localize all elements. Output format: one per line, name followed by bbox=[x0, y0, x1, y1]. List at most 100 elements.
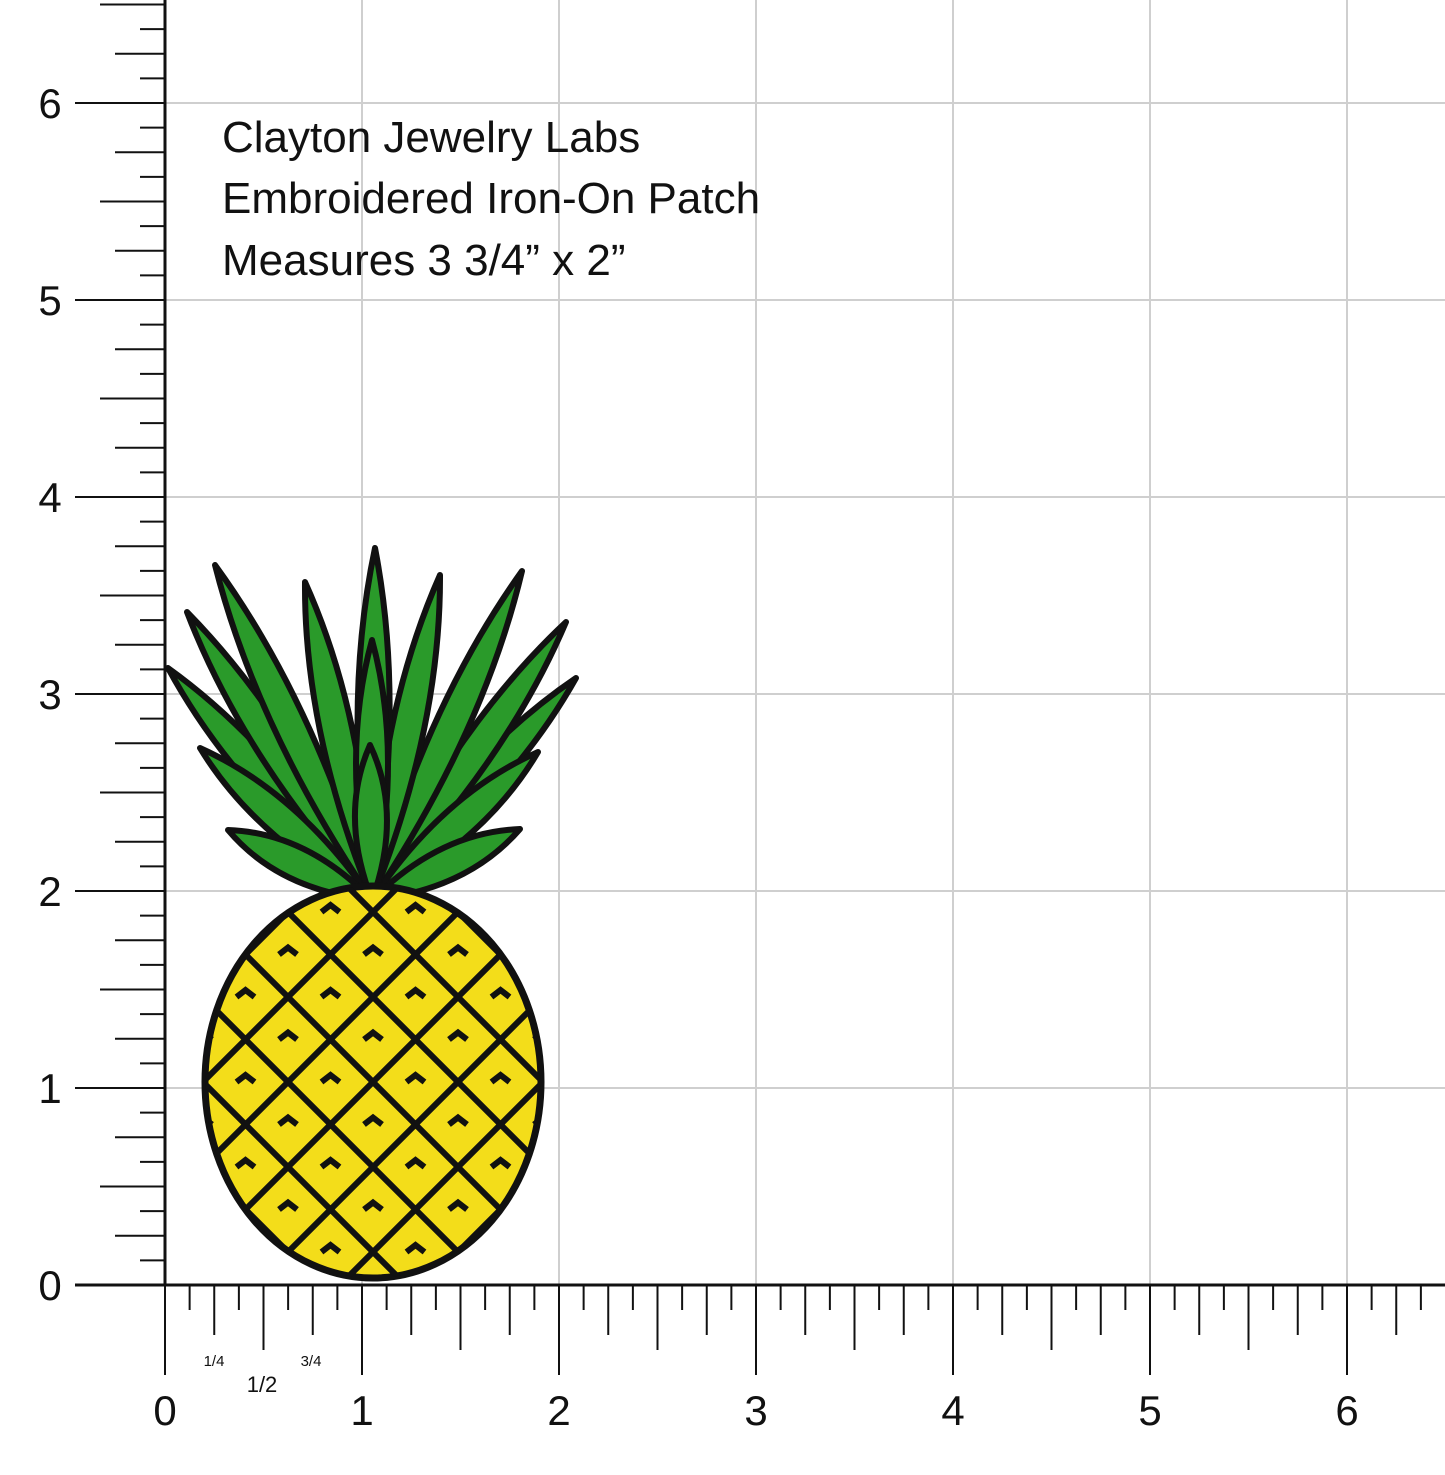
pattern-dot bbox=[404, 901, 427, 915]
leaf bbox=[369, 826, 523, 903]
pineapple-pattern bbox=[0, 832, 1303, 1465]
leaf bbox=[225, 827, 375, 903]
pattern-dot bbox=[489, 1241, 512, 1255]
pattern-dot bbox=[234, 1241, 257, 1255]
caption-line: Embroidered Iron-On Patch bbox=[222, 174, 760, 223]
pattern-dot bbox=[489, 1071, 512, 1085]
pattern-dot bbox=[577, 1245, 595, 1252]
fraction-label: 3/4 bbox=[301, 1353, 322, 1370]
pattern-dot bbox=[577, 1160, 595, 1167]
pattern-dot bbox=[362, 943, 384, 957]
y-label: 4 bbox=[38, 474, 61, 521]
leaves bbox=[165, 545, 579, 903]
pattern-dot bbox=[277, 943, 299, 957]
pattern-dot bbox=[577, 990, 595, 997]
pattern-dot bbox=[489, 986, 512, 1000]
pattern-dot bbox=[447, 943, 469, 957]
pattern-dot bbox=[67, 1075, 85, 1082]
y-label: 6 bbox=[38, 80, 61, 127]
pattern-dot bbox=[67, 1160, 85, 1167]
pattern-dot bbox=[362, 1113, 384, 1127]
pattern-dot bbox=[447, 1113, 469, 1127]
pattern-dot bbox=[362, 1028, 384, 1042]
pattern-dot bbox=[447, 1028, 469, 1042]
pattern-dot bbox=[532, 1113, 541, 1127]
pattern-line bbox=[205, 886, 371, 1278]
y-label: 2 bbox=[38, 868, 61, 915]
y-label: 0 bbox=[38, 1262, 61, 1309]
pattern-dot bbox=[449, 1288, 467, 1295]
pattern-dot bbox=[234, 1071, 257, 1085]
pattern-dot bbox=[277, 1198, 299, 1212]
pattern-dot bbox=[24, 1118, 42, 1125]
pattern-line bbox=[803, 832, 1303, 1332]
pattern-dot bbox=[152, 1075, 170, 1082]
pattern-dot bbox=[322, 1330, 340, 1337]
pattern-dot bbox=[194, 1288, 212, 1295]
x-label: 0 bbox=[153, 1387, 176, 1434]
pattern-line bbox=[205, 886, 371, 1278]
pattern-line bbox=[205, 886, 541, 1278]
pattern-dot bbox=[277, 1113, 299, 1127]
x-label: 1 bbox=[350, 1387, 373, 1434]
pattern-dot bbox=[319, 1241, 342, 1255]
pattern-line bbox=[548, 832, 1048, 1332]
pattern-dot bbox=[205, 1113, 214, 1127]
pattern-line bbox=[375, 886, 541, 1278]
pattern-dot bbox=[404, 1156, 427, 1170]
pattern-line bbox=[375, 886, 541, 1278]
pattern-line bbox=[205, 886, 456, 1278]
x-label: 6 bbox=[1335, 1387, 1358, 1434]
fraction-label: 1/4 bbox=[204, 1353, 225, 1370]
pattern-line bbox=[718, 832, 1218, 1332]
pattern-line bbox=[205, 886, 541, 1278]
pattern-dot bbox=[152, 1245, 170, 1252]
pattern-line bbox=[548, 832, 1048, 1332]
pattern-line bbox=[205, 886, 456, 1278]
pattern-line bbox=[290, 886, 541, 1278]
pattern-dot bbox=[319, 901, 342, 915]
pattern-dot bbox=[237, 1330, 255, 1337]
pattern-dot bbox=[277, 1028, 299, 1042]
pattern-dot bbox=[662, 1075, 680, 1082]
pattern-dot bbox=[205, 1198, 214, 1212]
caption-line: Clayton Jewelry Labs bbox=[222, 113, 640, 162]
pattern-dot bbox=[407, 1330, 425, 1337]
pattern-line bbox=[718, 832, 1218, 1332]
pattern-dot bbox=[319, 1071, 342, 1085]
pattern-dot bbox=[662, 1160, 680, 1167]
pattern-dot bbox=[449, 1373, 467, 1380]
x-label: 5 bbox=[1138, 1387, 1161, 1434]
pattern-dot bbox=[532, 943, 541, 957]
pattern-dot bbox=[152, 990, 170, 997]
pattern-dot bbox=[619, 1033, 637, 1040]
y-label: 3 bbox=[38, 671, 61, 718]
pattern-dot bbox=[407, 1415, 425, 1422]
pineapple-patch bbox=[0, 545, 1303, 1465]
pattern-dot bbox=[234, 901, 257, 915]
ruler-ticks: 0 1 2 3 4 5 6 0 1 2 3 4 5 6 1/4 1/2 3/4 bbox=[38, 0, 1445, 1434]
pattern-dot bbox=[489, 901, 512, 915]
pattern-dot bbox=[532, 1198, 541, 1212]
pattern-line bbox=[0, 832, 28, 1332]
fraction-label: 1/2 bbox=[247, 1372, 278, 1397]
y-label: 5 bbox=[38, 277, 61, 324]
pattern-dot bbox=[279, 1373, 297, 1380]
pattern-line bbox=[633, 832, 1133, 1332]
pattern-dot bbox=[404, 986, 427, 1000]
pattern-dot bbox=[109, 1118, 127, 1125]
pattern-line bbox=[633, 832, 1133, 1332]
x-label: 4 bbox=[941, 1387, 964, 1434]
pattern-dot bbox=[492, 1330, 510, 1337]
pattern-dot bbox=[619, 1118, 637, 1125]
pattern-line bbox=[0, 832, 28, 1332]
pattern-dot bbox=[704, 1118, 722, 1125]
pattern-dot bbox=[234, 986, 257, 1000]
pattern-dot bbox=[404, 1071, 427, 1085]
pattern-dot bbox=[489, 1156, 512, 1170]
pattern-dot bbox=[364, 1458, 382, 1465]
pattern-dot bbox=[404, 1241, 427, 1255]
pattern-dot bbox=[319, 1156, 342, 1170]
